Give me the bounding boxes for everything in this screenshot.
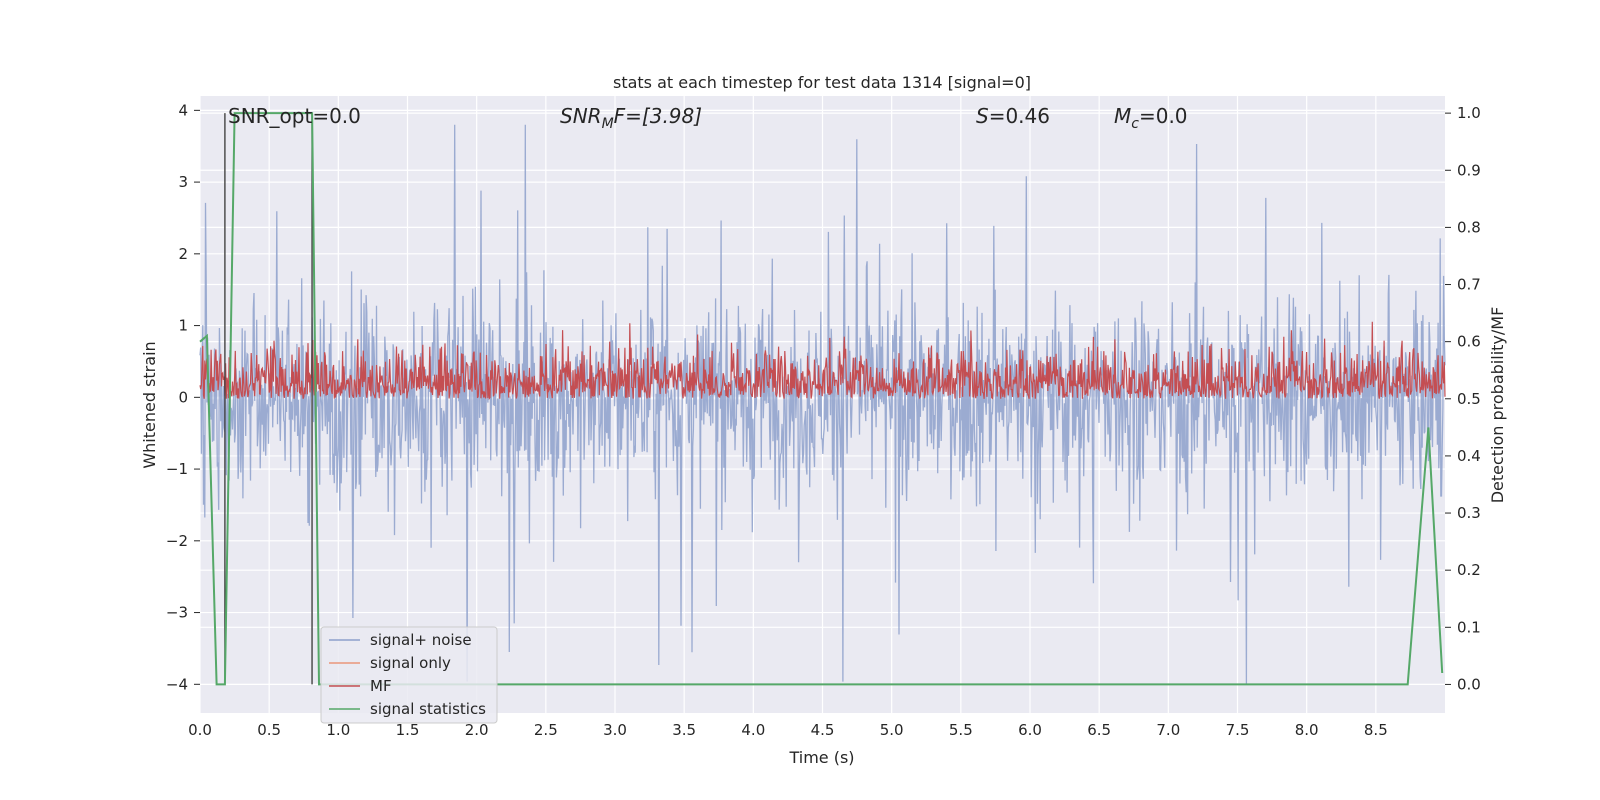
x-tick-label: 5.5	[949, 721, 973, 739]
y-left-tick-labels: 4 3 2 1 0 −1 −2 −3 −4	[166, 101, 200, 693]
annotation-snr-opt: SNR_opt=0.0	[228, 104, 361, 128]
mf-series	[199, 321, 1446, 401]
x-tick-label: 0.5	[257, 721, 281, 739]
y-left-tick-label: −4	[166, 675, 188, 693]
legend-label-signal-noise: signal+ noise	[370, 631, 472, 649]
y-left-tick-label: −3	[166, 604, 188, 622]
signal-noise-series	[199, 124, 1446, 685]
y-right-tick-label: 0.8	[1457, 218, 1481, 236]
y-right-tick-label: 0.7	[1457, 276, 1481, 294]
legend-label-signal-statistics: signal statistics	[370, 700, 486, 718]
x-tick-label: 1.5	[396, 721, 420, 739]
y-right-tick-label: 0.2	[1457, 561, 1481, 579]
legend-box	[320, 626, 498, 724]
x-tick-label: 6.5	[1087, 721, 1111, 739]
x-tick-label: 3.5	[672, 721, 696, 739]
annotation-snr-mf: SNRMF=[3.98]	[560, 104, 702, 132]
y-right-tick-label: 0.4	[1457, 447, 1481, 465]
legend-label-signal-only: signal only	[370, 654, 451, 672]
mf-line	[199, 321, 1446, 401]
legend: signal+ noise signal only MF signal stat…	[320, 626, 498, 724]
x-tick-label: 8.5	[1364, 721, 1388, 739]
y-right-tick-label: 0.6	[1457, 333, 1481, 351]
y-axis-right-label: Detection probability/MF	[1488, 307, 1507, 504]
y-left-tick-label: −1	[166, 460, 188, 478]
x-tick-label: 6.0	[1018, 721, 1042, 739]
y-right-tick-label: 0.0	[1457, 675, 1481, 693]
x-tick-label: 8.0	[1295, 721, 1319, 739]
signal-noise-line	[199, 124, 1446, 685]
x-tick-label: 1.0	[326, 721, 350, 739]
legend-label-mf: MF	[370, 677, 392, 695]
x-tick-label: 2.0	[465, 721, 489, 739]
x-tick-label: 4.0	[741, 721, 765, 739]
annotation-mc: Mc=0.0	[1114, 104, 1188, 132]
y-right-tick-label: 0.5	[1457, 390, 1481, 408]
y-left-tick-label: 0	[178, 388, 188, 406]
y-left-tick-label: 2	[178, 245, 188, 263]
y-left-tick-label: −2	[166, 532, 188, 550]
x-tick-label: 2.5	[534, 721, 558, 739]
vertical-markers	[224, 113, 313, 685]
y-left-tick-label: 1	[178, 317, 188, 335]
x-tick-label: 4.5	[811, 721, 835, 739]
signal-statistics-series	[199, 112, 1444, 686]
x-axis-label: Time (s)	[788, 748, 854, 767]
y-right-tick-label: 0.3	[1457, 504, 1481, 522]
x-tick-label: 5.0	[880, 721, 904, 739]
chart-title: stats at each timestep for test data 131…	[613, 73, 1031, 92]
x-tick-label: 7.5	[1226, 721, 1250, 739]
y-right-tick-label: 0.1	[1457, 618, 1481, 636]
y-left-tick-label: 3	[178, 173, 188, 191]
x-tick-labels: 0.0 0.5 1.0 1.5 2.0 2.5 3.0 3.5 4.0 4.5 5.0 5.5 6.0 6…	[188, 721, 1388, 739]
x-tick-label: 7.0	[1156, 721, 1180, 739]
signal-statistics-line	[199, 112, 1444, 686]
annotation-s: S=0.46	[976, 104, 1050, 128]
y-right-tick-label: 0.9	[1457, 161, 1481, 179]
x-tick-label: 0.0	[188, 721, 212, 739]
y-right-tick-labels: 1.0 0.9 0.8 0.7 0.6 0.5 0.4 0.3 0.2 0.1 0.0	[1445, 104, 1481, 693]
y-right-tick-label: 1.0	[1457, 104, 1481, 122]
y-left-tick-label: 4	[178, 101, 188, 119]
x-tick-label: 3.0	[603, 721, 627, 739]
y-axis-left-label: Whitened strain	[140, 341, 159, 468]
